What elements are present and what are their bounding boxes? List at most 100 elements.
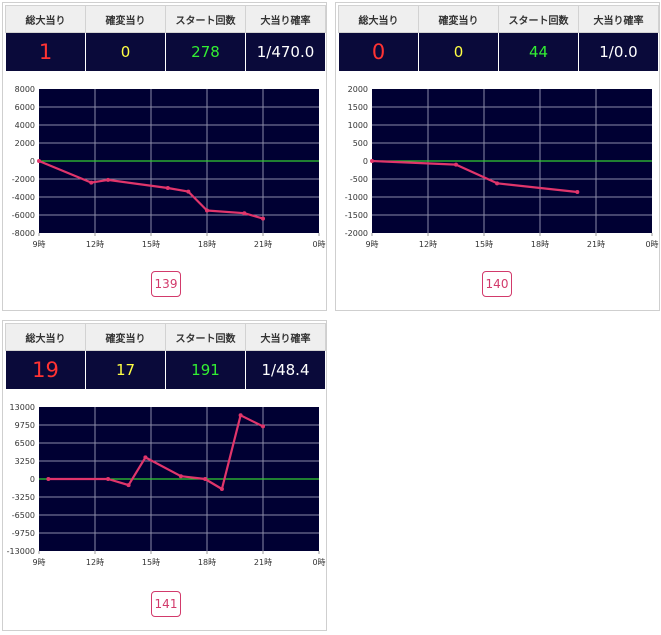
x-tick-label: 12時 xyxy=(86,558,104,567)
y-tick-label: 8000 xyxy=(15,85,35,94)
y-tick-label: -8000 xyxy=(12,229,35,238)
y-tick-label: 6000 xyxy=(15,103,35,112)
start-count-value: 278 xyxy=(165,32,246,72)
data-point xyxy=(205,208,209,213)
x-tick-label: 0時 xyxy=(312,558,325,567)
y-tick-label: -2000 xyxy=(345,229,368,238)
slump-graph: 2000 1500 1000 500 0 -500 -1000 -1500 -2000 9時 12時… xyxy=(345,85,659,249)
total-hits-value: 0 xyxy=(338,32,419,72)
total-hits-value: 1 xyxy=(5,32,86,72)
y-tick-label: 3250 xyxy=(15,457,35,466)
data-point xyxy=(46,477,51,481)
machine-card-141: 総大当り 確変当り スタート回数 大当り確率 19 17 191 1/48.4 … xyxy=(2,320,327,631)
header-hit-probability: 大当り確率 xyxy=(245,323,326,351)
x-tick-label: 9時 xyxy=(32,558,45,567)
data-point xyxy=(143,455,148,460)
machine-number-button[interactable]: 140 xyxy=(482,271,512,297)
header-total-hits: 総大当り xyxy=(5,5,86,33)
kakuhen-hits-value: 0 xyxy=(418,32,499,72)
data-point xyxy=(126,483,131,488)
y-tick-label: 1500 xyxy=(348,103,368,112)
x-tick-label: 21時 xyxy=(254,240,272,249)
x-tick-label: 0時 xyxy=(645,240,658,249)
y-tick-label: -1500 xyxy=(345,211,368,220)
y-tick-label: 0 xyxy=(30,475,35,484)
data-point xyxy=(261,424,265,429)
slump-graph: 8000 6000 4000 2000 0 -2000 -4000 -6000 -8000 9時 1… xyxy=(12,85,326,249)
slump-graph: 13000 9750 6500 3250 0 -3250 -6500 -9750 -13000 9… xyxy=(7,403,326,567)
header-start-count: スタート回数 xyxy=(165,323,246,351)
x-tick-label: 21時 xyxy=(587,240,605,249)
data-point xyxy=(370,159,374,163)
data-point xyxy=(495,181,500,186)
data-point xyxy=(454,162,458,167)
x-tick-label: 18時 xyxy=(531,240,549,249)
stats-table: 総大当り 確変当り スタート回数 大当り確率 0 0 44 1/0.0 xyxy=(338,5,659,72)
machine-card-140: 総大当り 確変当り スタート回数 大当り確率 0 0 44 1/0.0 2000… xyxy=(335,2,660,311)
x-tick-label: 15時 xyxy=(142,558,160,567)
hit-probability-value: 1/470.0 xyxy=(245,32,326,72)
y-tick-label: 0 xyxy=(30,157,35,166)
data-point xyxy=(242,211,247,216)
y-tick-label: 0 xyxy=(363,157,368,166)
x-tick-label: 15時 xyxy=(142,240,160,249)
header-hit-probability: 大当り確率 xyxy=(578,5,659,33)
header-kakuhen-hits: 確変当り xyxy=(85,323,166,351)
data-point xyxy=(178,474,183,479)
data-point xyxy=(106,477,111,481)
machine-number-button[interactable]: 139 xyxy=(151,271,181,297)
x-tick-label: 9時 xyxy=(32,240,45,249)
y-tick-label: -3250 xyxy=(12,493,35,502)
x-tick-label: 12時 xyxy=(419,240,437,249)
hit-probability-value: 1/0.0 xyxy=(578,32,659,72)
data-point xyxy=(203,477,208,481)
y-tick-label: -6500 xyxy=(12,511,35,520)
y-tick-label: 1000 xyxy=(348,121,368,130)
x-tick-label: 0時 xyxy=(312,240,325,249)
header-hit-probability: 大当り確率 xyxy=(245,5,326,33)
stats-table: 総大当り 確変当り スタート回数 大当り確率 19 17 191 1/48.4 xyxy=(5,323,326,390)
x-tick-label: 12時 xyxy=(86,240,104,249)
kakuhen-hits-value: 0 xyxy=(85,32,166,72)
header-kakuhen-hits: 確変当り xyxy=(85,5,166,33)
x-tick-label: 9時 xyxy=(365,240,378,249)
y-tick-label: -1000 xyxy=(345,193,368,202)
data-point xyxy=(261,216,265,221)
y-tick-label: -9750 xyxy=(12,529,35,538)
header-total-hits: 総大当り xyxy=(338,5,419,33)
machine-card-139: 総大当り 確変当り スタート回数 大当り確率 1 0 278 1/470.0 8… xyxy=(2,2,327,311)
x-tick-label: 18時 xyxy=(198,240,216,249)
y-tick-label: 2000 xyxy=(348,85,368,94)
machine-number-button[interactable]: 141 xyxy=(151,591,181,617)
y-tick-label: -6000 xyxy=(12,211,35,220)
y-tick-label: 6500 xyxy=(15,439,35,448)
data-point xyxy=(165,186,170,190)
y-tick-label: 13000 xyxy=(10,403,35,412)
header-start-count: スタート回数 xyxy=(498,5,579,33)
data-point xyxy=(238,413,243,418)
x-tick-label: 18時 xyxy=(198,558,216,567)
x-tick-label: 21時 xyxy=(254,558,272,567)
start-count-value: 44 xyxy=(498,32,579,72)
data-point xyxy=(186,189,191,194)
y-tick-label: 2000 xyxy=(15,139,35,148)
start-count-value: 191 xyxy=(165,350,246,390)
data-point xyxy=(106,177,111,182)
y-tick-label: 4000 xyxy=(15,121,35,130)
header-start-count: スタート回数 xyxy=(165,5,246,33)
series-line xyxy=(371,159,578,194)
kakuhen-hits-value: 17 xyxy=(85,350,166,390)
data-point xyxy=(37,159,41,163)
data-point xyxy=(89,180,94,185)
header-kakuhen-hits: 確変当り xyxy=(418,5,499,33)
y-tick-label: -13000 xyxy=(7,547,35,556)
total-hits-value: 19 xyxy=(5,350,86,390)
y-tick-label: -4000 xyxy=(12,193,35,202)
y-tick-label: -2000 xyxy=(12,175,35,184)
series-line xyxy=(38,159,264,220)
data-point xyxy=(219,486,224,491)
y-tick-label: -500 xyxy=(350,175,368,184)
y-tick-label: 9750 xyxy=(15,421,35,430)
header-total-hits: 総大当り xyxy=(5,323,86,351)
data-point xyxy=(575,189,580,194)
